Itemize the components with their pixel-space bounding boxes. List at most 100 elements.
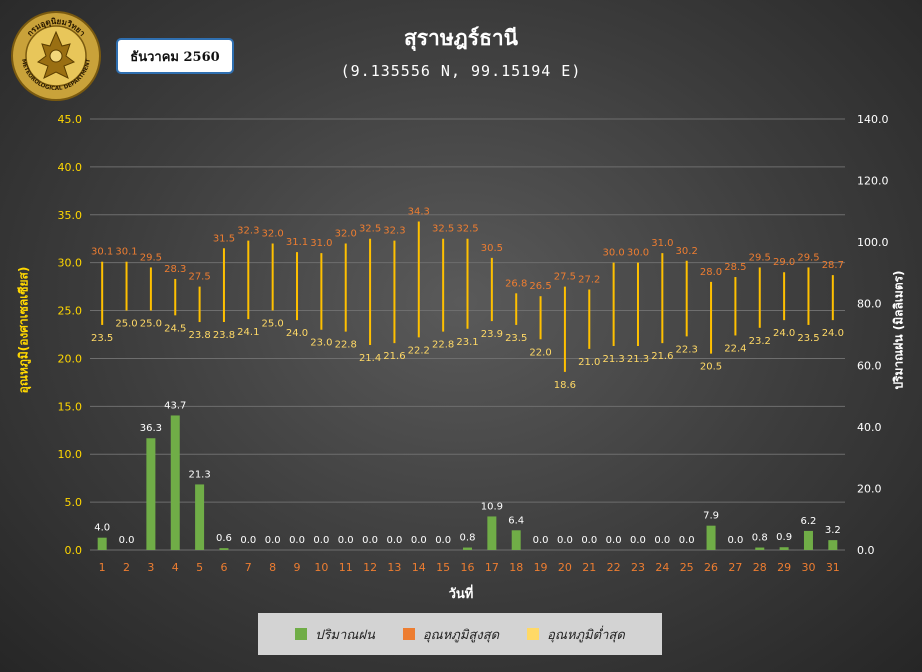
rain-data-label: 0.0 [265,535,281,546]
tmin-data-label: 23.9 [481,329,503,340]
rain-data-label: 7.9 [703,511,719,522]
rain-data-label: 0.0 [557,535,573,546]
tmax-data-label: 28.7 [822,260,844,271]
x-tick-label: 13 [387,561,401,574]
tmax-data-label: 28.0 [700,267,722,278]
x-tick-label: 26 [704,561,718,574]
tmin-data-label: 23.5 [505,333,527,344]
rain-data-label: 0.0 [435,535,451,546]
tmax-data-label: 29.0 [773,257,795,268]
tmin-data-label: 24.5 [164,323,186,334]
tmin-data-label: 24.1 [237,327,259,338]
rain-data-label: 0.0 [362,535,378,546]
rain-data-label: 3.2 [825,525,841,536]
rain-data-label: 0.0 [679,535,695,546]
y-tick-label-left: 40.0 [58,161,83,174]
legend-label-tmax: อุณหภูมิสูงสุด [422,627,500,643]
chart-title: สุราษฎร์ธานี [403,26,519,50]
tmin-data-label: 23.1 [456,337,478,348]
rain-data-label: 0.8 [752,533,768,544]
x-tick-label: 23 [631,561,645,574]
tmax-data-label: 26.5 [529,281,551,292]
rain-data-label: 0.8 [460,533,476,544]
x-tick-label: 24 [655,561,669,574]
y-tick-label-right: 0.0 [857,544,875,557]
tmax-data-label: 27.5 [554,272,576,283]
tmax-data-label: 32.3 [383,226,405,237]
tmin-data-label: 23.5 [91,333,113,344]
tmax-data-label: 31.5 [213,233,235,244]
tmax-data-label: 31.0 [651,238,673,249]
legend-swatch-tmin [527,628,540,640]
x-tick-label: 27 [728,561,742,574]
y-tick-label-left: 0.0 [65,544,83,557]
tmin-data-label: 24.0 [773,328,795,339]
y-tick-label-left: 15.0 [58,400,83,413]
legend-item-tmax: อุณหภูมิสูงสุด [402,624,500,645]
x-tick-label: 3 [147,561,154,574]
x-tick-label: 18 [509,561,523,574]
x-tick-label: 15 [436,561,450,574]
x-tick-label: 21 [582,561,596,574]
x-tick-label: 2 [123,561,130,574]
rain-bar [219,548,229,550]
tmax-data-label: 32.5 [432,224,454,235]
tmin-data-label: 23.2 [749,336,771,347]
x-tick-label: 12 [363,561,377,574]
tmax-data-label: 32.5 [456,224,478,235]
tmax-data-label: 26.8 [505,278,527,289]
y-tick-label-right: 100.0 [857,236,889,249]
x-tick-label: 29 [777,561,791,574]
rain-data-label: 10.9 [481,501,503,512]
month-label: ธันวาคม 2560 [116,38,234,74]
x-tick-label: 16 [461,561,475,574]
tmax-data-label: 34.3 [408,206,430,217]
legend-item-rain: ปริมาณฝน [295,624,375,645]
tmin-data-label: 25.0 [140,319,162,330]
rain-data-label: 6.4 [508,515,524,526]
tmax-data-label: 31.1 [286,237,308,248]
rain-bar [463,547,472,550]
tmax-data-label: 27.5 [188,272,210,283]
x-tick-label: 9 [294,561,301,574]
x-tick-label: 4 [172,561,179,574]
x-tick-label: 8 [269,561,276,574]
rain-data-label: 0.0 [606,535,622,546]
rain-data-label: 0.0 [727,535,743,546]
tmin-data-label: 25.0 [262,319,284,330]
rain-data-label: 43.7 [164,400,186,411]
y-tick-label-left: 25.0 [58,305,83,318]
y-tick-label-right: 120.0 [857,175,889,188]
tmax-data-label: 30.2 [676,246,698,257]
tmin-data-label: 23.8 [188,330,210,341]
tmax-data-label: 32.0 [262,229,284,240]
x-axis-label: วันที่ [448,587,474,602]
tmax-data-label: 29.5 [140,252,162,263]
tmax-data-label: 30.0 [627,248,649,259]
tmax-data-label: 29.5 [749,252,771,263]
rain-data-label: 36.3 [140,423,162,434]
y-tick-label-left: 35.0 [58,209,83,222]
y-tick-label-left: 10.0 [58,448,83,461]
legend-label-rain: ปริมาณฝน [315,627,375,643]
x-tick-label: 1 [99,561,106,574]
y-tick-label-left: 30.0 [58,257,83,270]
rain-bar [755,547,765,550]
tmin-data-label: 22.3 [676,344,698,355]
rain-data-label: 0.0 [386,535,402,546]
rain-bar [97,537,107,550]
rain-data-label: 0.0 [240,535,256,546]
x-tick-label: 28 [753,561,767,574]
x-tick-label: 25 [680,561,694,574]
rain-data-label: 6.2 [801,516,817,527]
rain-data-label: 0.0 [630,535,646,546]
tmin-data-label: 24.0 [286,328,308,339]
tmin-data-label: 20.5 [700,362,722,373]
rain-bar [146,438,156,550]
tmax-data-label: 30.0 [602,248,624,259]
rain-bar [170,415,180,550]
rain-data-label: 0.0 [338,535,354,546]
x-tick-label: 31 [826,561,840,574]
